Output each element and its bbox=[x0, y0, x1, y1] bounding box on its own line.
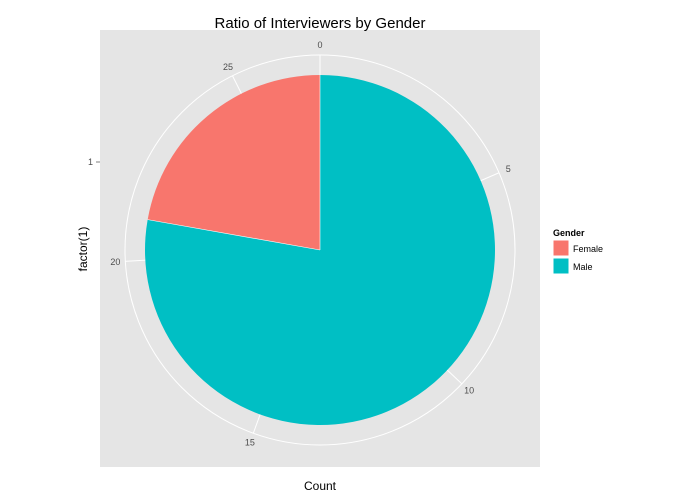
y-tick-label: 1 bbox=[88, 157, 93, 167]
legend-label-female: Female bbox=[573, 244, 603, 254]
legend-title: Gender bbox=[553, 228, 585, 238]
legend-swatch-male bbox=[552, 257, 570, 275]
chart-title: Ratio of Interviewers by Gender bbox=[215, 15, 426, 32]
legend-swatch-female bbox=[552, 239, 570, 257]
legend: Gender Female Male bbox=[552, 228, 603, 275]
theta-tick-label: 0 bbox=[317, 40, 322, 50]
slice-layer bbox=[145, 75, 496, 425]
x-axis-title: Count bbox=[304, 479, 337, 493]
legend-items: Female Male bbox=[552, 239, 603, 275]
legend-label-male: Male bbox=[573, 262, 593, 272]
theta-tick-label: 25 bbox=[223, 62, 233, 72]
pie-slice-female bbox=[147, 75, 320, 250]
slice-separator bbox=[147, 219, 321, 251]
theta-tick-label: 15 bbox=[245, 438, 255, 448]
tick-layer: 0 5 10 15 20 25 bbox=[110, 40, 510, 448]
theta-tick-label: 10 bbox=[464, 386, 474, 396]
theta-tick-label: 5 bbox=[506, 164, 511, 174]
y-axis-title: factor(1) bbox=[76, 227, 90, 272]
theta-tick-label: 20 bbox=[110, 257, 120, 267]
